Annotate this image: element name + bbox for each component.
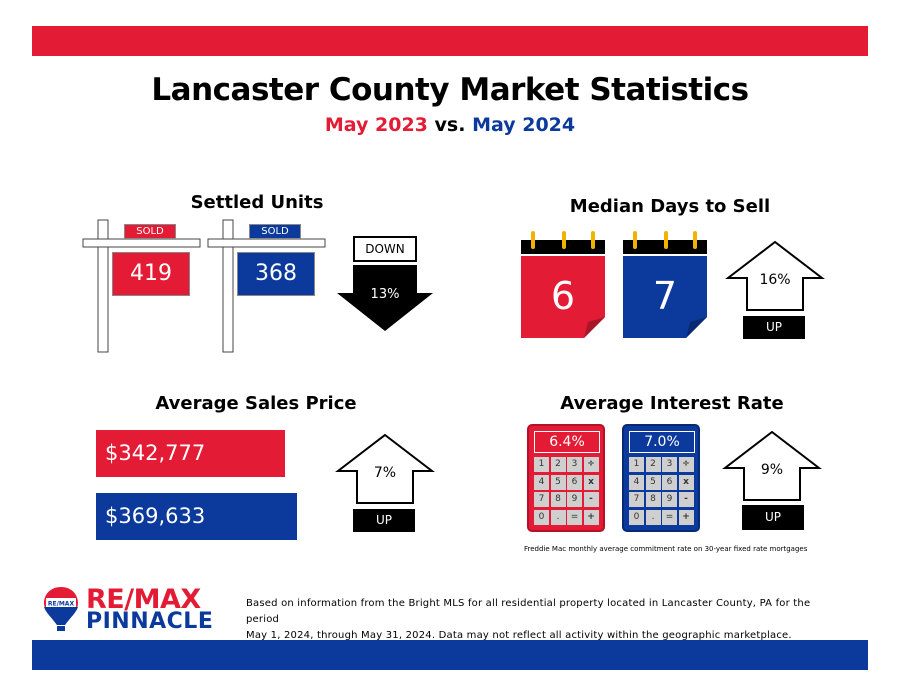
calculator-key: 5 [645, 474, 661, 490]
calculator-key: ÷ [583, 457, 599, 472]
up-arrow-icon [722, 430, 822, 501]
median-days-2024-value: 7 [652, 274, 678, 318]
avg-price-change: 7% [373, 465, 397, 481]
calculator-key: 8 [550, 492, 566, 507]
calculator-key: 5 [550, 474, 566, 490]
calculator-2023: 6.4% 1 2 3 ÷ 4 5 6 x 7 8 9- 0. = + [527, 424, 605, 532]
vs-label: vs. [434, 114, 466, 136]
settled-units-change: 13% [370, 287, 400, 302]
calendar-icon [521, 231, 605, 338]
calculator-key: 0 [629, 509, 644, 525]
calculator-key: 1 [629, 457, 644, 472]
interest-rate-direction: UP [742, 505, 804, 530]
calculator-key: 9 [567, 492, 582, 507]
calculator-key: x [583, 474, 599, 490]
calculator-key: 3 [567, 457, 582, 472]
avg-price-up-indicator: 7% UP [335, 433, 435, 535]
median-days-title: Median Days to Sell [569, 196, 771, 217]
logo-pinnacle-text: PINNACLE [86, 609, 214, 634]
avg-price-2023-bar: $342,777 [96, 430, 285, 477]
calculator-key: 7 [534, 492, 549, 507]
calculator-key: + [678, 509, 694, 525]
calendar-icon [623, 231, 707, 338]
interest-rate-2023-value: 6.4% [534, 431, 600, 453]
period-2024: May 2024 [472, 114, 576, 136]
calculator-key: 9 [662, 492, 677, 507]
calculator-key: 4 [534, 474, 549, 490]
calculator-key: - [678, 492, 694, 507]
interest-rate-up-indicator: 9% UP [722, 430, 822, 532]
balloon-icon: RE/MAX [44, 587, 78, 631]
page-title: Lancaster County Market Statistics [151, 72, 749, 108]
source-line-2: May 1, 2024, through May 31, 2024. Data … [246, 630, 792, 641]
calculator-key: - [583, 492, 599, 507]
calculator-key: 6 [567, 474, 582, 490]
median-days-2023-value: 6 [550, 274, 576, 318]
sold-tag: SOLD [249, 224, 301, 239]
calculator-key: 4 [629, 474, 644, 490]
calculator-key: x [678, 474, 694, 490]
down-arrow-icon [337, 265, 433, 331]
avg-price-2024-bar: $369,633 [96, 493, 297, 540]
sold-sign-2024: SOLD 368 [207, 218, 327, 354]
settled-units-2023-value: 419 [112, 252, 190, 296]
bottom-banner-bar [32, 640, 868, 670]
up-arrow-icon [335, 433, 435, 504]
interest-rate-footnote: Freddie Mac monthly average commitment r… [524, 545, 808, 553]
sold-sign-2023: SOLD 419 [82, 218, 202, 354]
settled-units-direction: DOWN [353, 236, 417, 262]
calendar-2023: 6 [520, 228, 608, 340]
down-arrow-indicator: DOWN 13% [335, 233, 435, 333]
median-days-change: 16% [759, 272, 791, 288]
calculator-key: = [662, 509, 677, 525]
top-banner-bar [32, 26, 868, 56]
page-subtitle: May 2023 vs. May 2024 [0, 114, 900, 136]
median-days-up-indicator: 16% UP [725, 240, 825, 342]
settled-units-2024-value: 368 [237, 252, 315, 296]
calculator-key: 2 [645, 457, 661, 472]
settled-units-title: Settled Units [190, 192, 324, 213]
interest-rate-2024-value: 7.0% [629, 431, 695, 453]
calculator-key: 7 [629, 492, 644, 507]
calculator-key: 2 [550, 457, 566, 472]
calculator-key: . [550, 509, 566, 525]
calculator-key: 3 [662, 457, 677, 472]
calculator-key: 1 [534, 457, 549, 472]
calculator-2024: 7.0% 1 2 3 ÷ 4 5 6 x 7 8 9- 0. = + [622, 424, 700, 532]
avg-price-direction: UP [353, 509, 415, 532]
calendar-2024: 7 [622, 228, 710, 340]
calculator-key: ÷ [678, 457, 694, 472]
source-line-1: Based on information from the Bright MLS… [246, 598, 811, 625]
sold-tag: SOLD [124, 224, 176, 239]
avg-price-title: Average Sales Price [155, 393, 357, 414]
calculator-key: = [567, 509, 582, 525]
balloon-text: RE/MAX [48, 601, 75, 608]
period-2023: May 2023 [324, 114, 428, 136]
calculator-key: + [583, 509, 599, 525]
interest-rate-title: Average Interest Rate [560, 393, 784, 414]
calculator-key: 0 [534, 509, 549, 525]
interest-rate-change: 9% [760, 462, 784, 478]
up-arrow-icon [725, 240, 825, 311]
calculator-key: . [645, 509, 661, 525]
sign-post-icon [82, 219, 201, 353]
logo-remax-text: RE/MAX [86, 584, 201, 615]
calculator-key: 8 [645, 492, 661, 507]
source-disclaimer: Based on information from the Bright MLS… [246, 596, 846, 644]
sign-post-icon [207, 219, 326, 353]
calculator-key: 6 [662, 474, 677, 490]
remax-logo: RE/MAX RE/MAX PINNACLE [42, 584, 214, 635]
median-days-direction: UP [743, 316, 805, 339]
